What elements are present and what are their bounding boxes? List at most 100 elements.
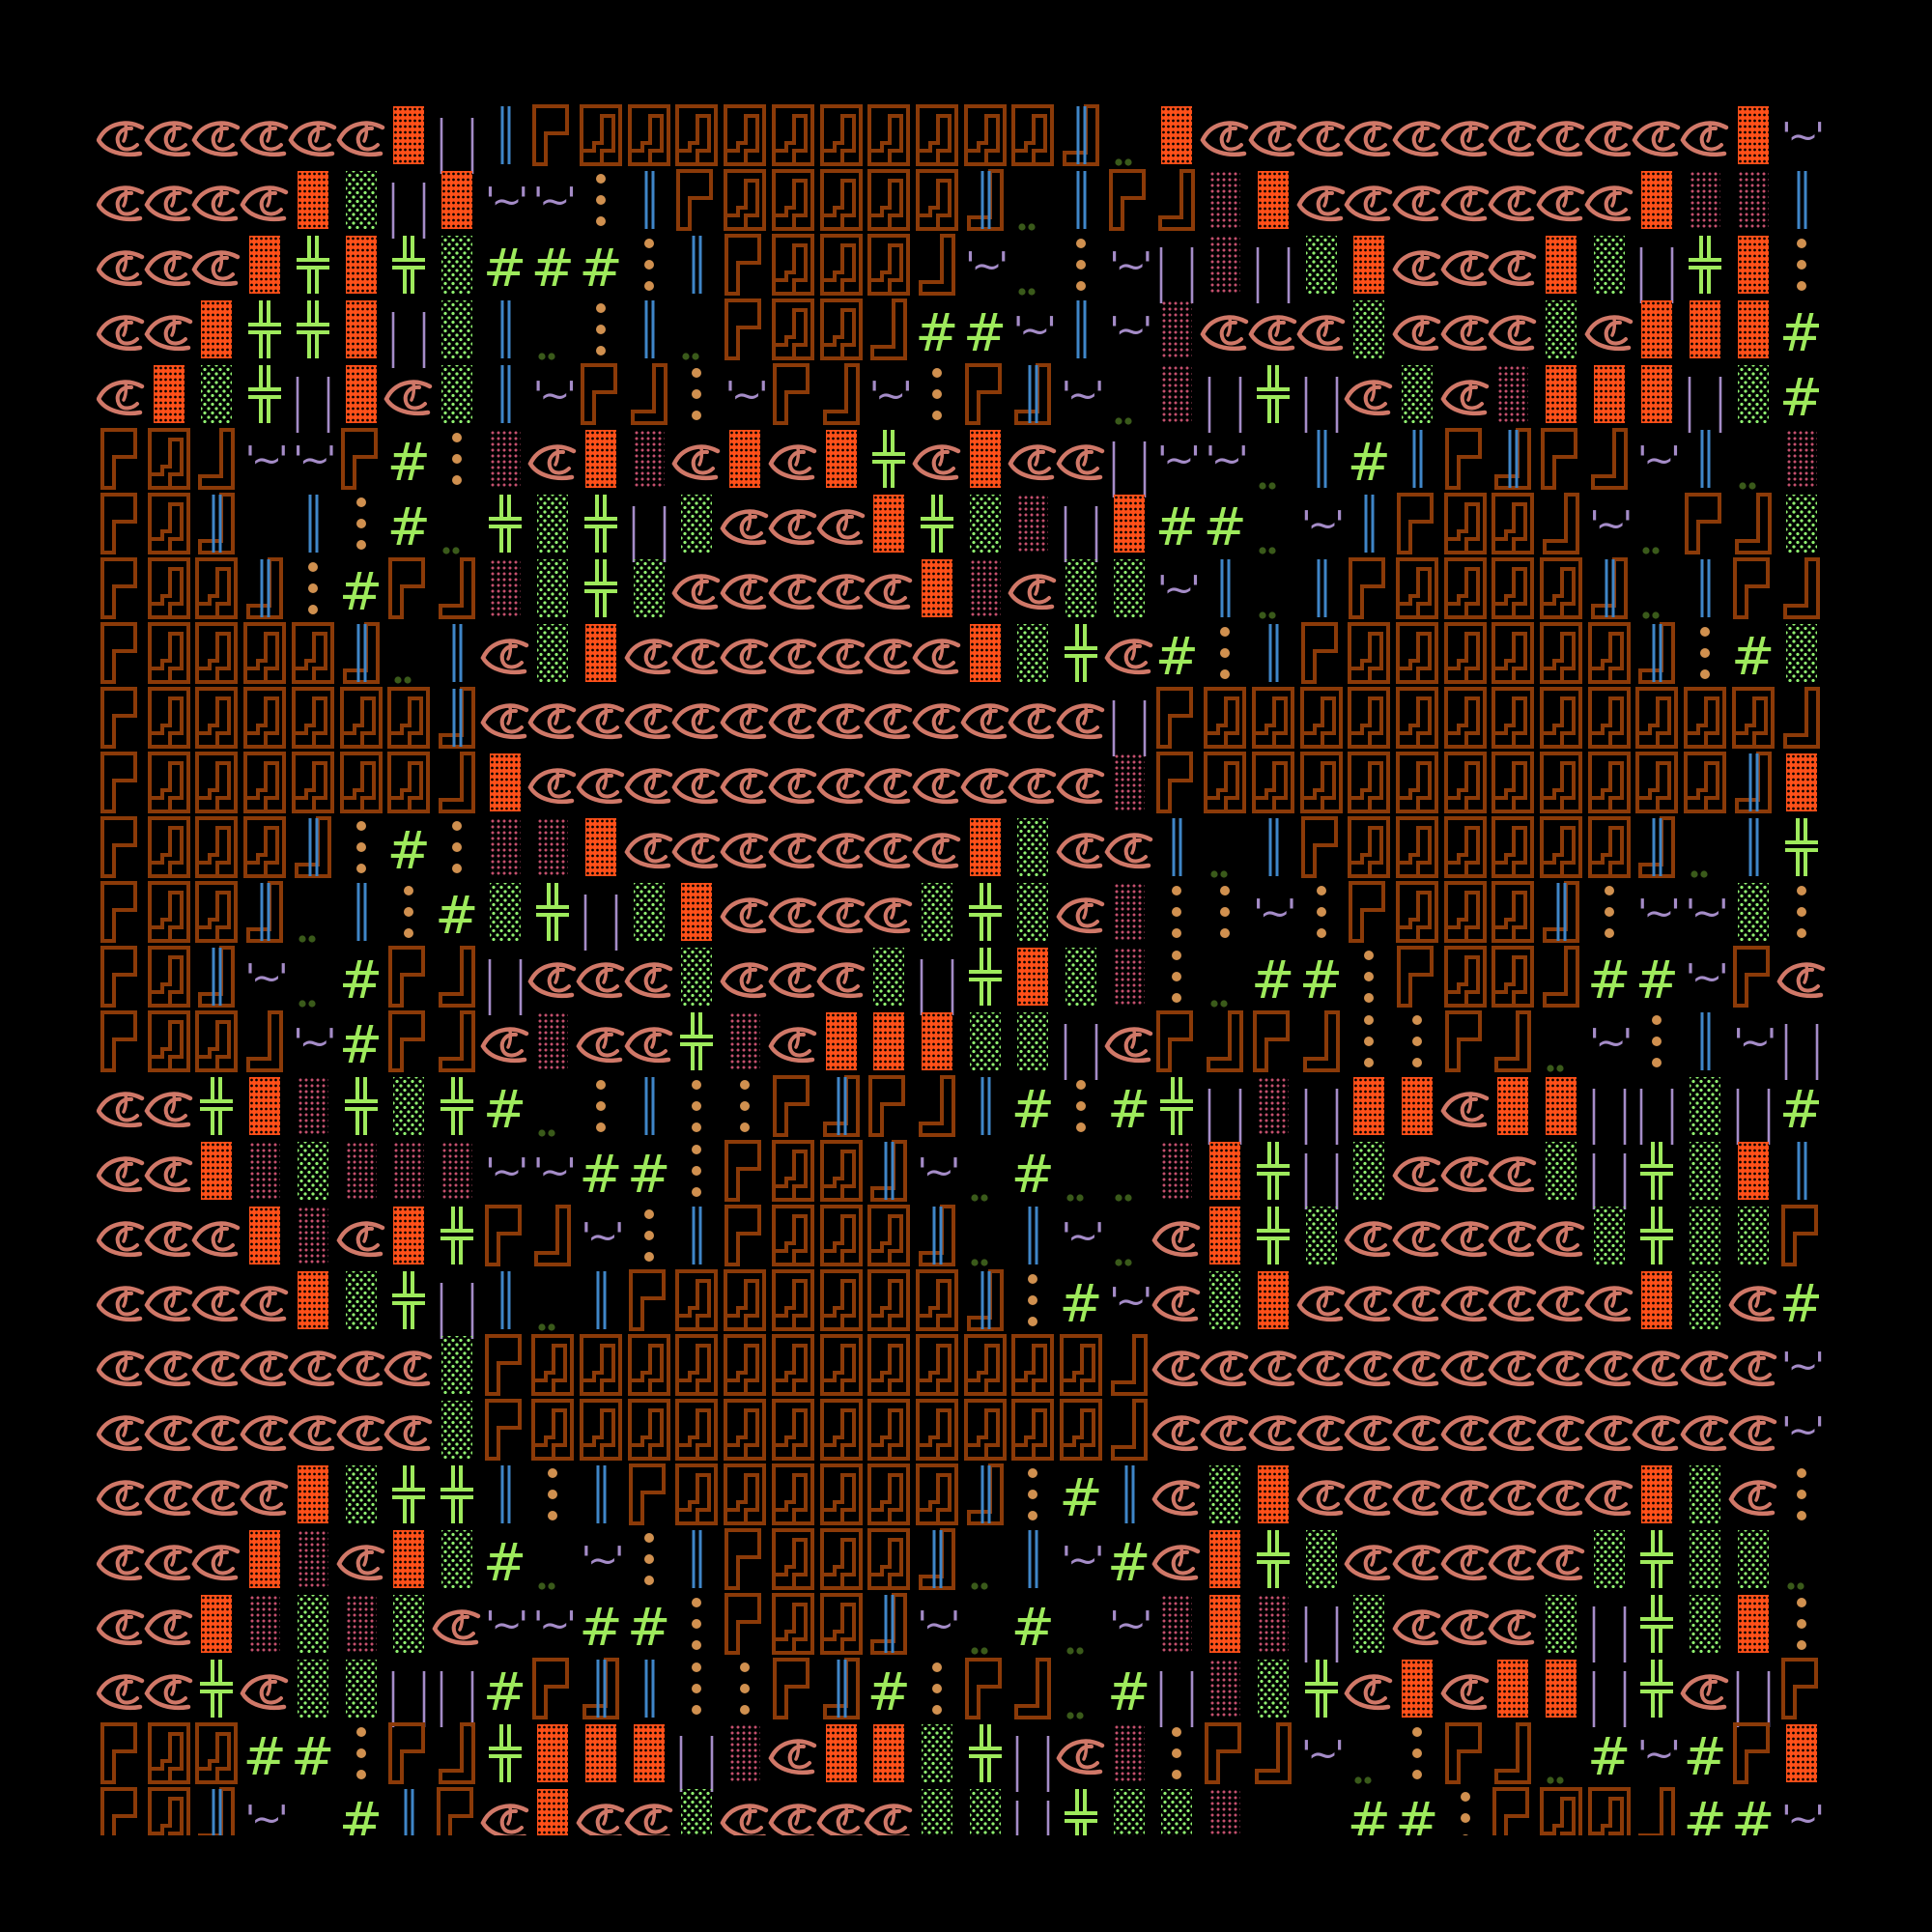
tilde-glyph: '~': [244, 956, 289, 999]
eye-glyph: [1151, 1399, 1201, 1463]
brick-block: [961, 428, 1009, 493]
tilde-glyph: '~': [485, 1151, 528, 1193]
maze-box-frame: [528, 1399, 577, 1463]
eye-glyph: [1151, 1205, 1201, 1269]
blue-double-line: [577, 1463, 625, 1528]
maze-box-frame: [769, 1140, 817, 1205]
brick-block: [577, 816, 625, 881]
eye-glyph: [624, 946, 673, 1010]
brick-block: [1537, 363, 1585, 428]
blue-double-line: [961, 1075, 1009, 1140]
corner-bottom-right-frame: [1633, 1787, 1681, 1835]
corner-top-left-frame: [1393, 946, 1441, 1010]
blue-double-line: [289, 493, 337, 557]
blue-double-line: [1057, 169, 1105, 234]
corner-top-left-frame: [1537, 428, 1585, 493]
green-dot-block: [1729, 363, 1777, 428]
eye-glyph: [1295, 298, 1346, 363]
corner-bottom-right-frame: [817, 363, 866, 428]
maze-box-frame: [192, 881, 241, 946]
tilde-glyph: '~': [1253, 892, 1296, 934]
corner-top-left-frame: [528, 1658, 577, 1722]
corner-top-left-frame: [481, 1334, 529, 1399]
double-cross-glyph: [481, 493, 529, 557]
double-cross-glyph: [961, 1722, 1009, 1787]
corner-top-left-frame: [1441, 1010, 1490, 1075]
green-dot-block: [1681, 1205, 1729, 1269]
blue-double-line: [1249, 816, 1297, 881]
corner-top-left-frame: [97, 881, 145, 946]
eye-glyph: [1440, 234, 1490, 298]
eye-glyph: [240, 1399, 289, 1463]
corner-top-left-frame: [625, 1463, 673, 1528]
double-cross-glyph: [384, 234, 433, 298]
eye-glyph: [1584, 1334, 1634, 1399]
purple-double-line: [913, 946, 961, 1015]
tilde-glyph: '~': [1205, 439, 1249, 481]
green-dot-block: [1009, 881, 1057, 946]
eye-glyph: [1440, 1593, 1490, 1658]
hash-glyph: #: [1683, 1726, 1727, 1787]
blue-line-corner-frame: [961, 1463, 1009, 1528]
brick-block: [528, 1787, 577, 1835]
green-dot-block: [1105, 1787, 1153, 1835]
eye-glyph: [144, 1140, 193, 1205]
eye-glyph: [768, 752, 817, 816]
green-dot-block: [1009, 816, 1057, 881]
tilde-glyph: '~': [485, 1604, 528, 1646]
eye-glyph: [1440, 1269, 1490, 1334]
eye-glyph: [144, 1075, 193, 1140]
eye-glyph: [1488, 1593, 1537, 1658]
double-dot-glyph: [528, 1075, 577, 1140]
eye-glyph: [960, 687, 1009, 752]
blue-double-line: [1825, 1787, 1835, 1835]
eye-glyph: [1488, 234, 1537, 298]
maze-box-frame: [865, 1205, 913, 1269]
brick-block: [1633, 169, 1681, 234]
corner-top-left-frame: [769, 1658, 817, 1722]
maze-box-frame: [1441, 493, 1490, 557]
maze-box-frame: [961, 1399, 1009, 1463]
purple-double-line: [1633, 1075, 1681, 1145]
eye-glyph: [671, 687, 721, 752]
eye-glyph: [1440, 298, 1490, 363]
green-dot-block: [384, 1075, 433, 1140]
eye-glyph: [1584, 104, 1634, 169]
eye-glyph: [1200, 298, 1249, 363]
double-cross-glyph: [1633, 1205, 1681, 1269]
eye-glyph: [527, 428, 577, 493]
corner-top-left-frame: [1777, 1658, 1826, 1722]
corner-top-left-frame: [769, 1075, 817, 1140]
double-cross-glyph: [1249, 1528, 1297, 1593]
eye-glyph: [1295, 1334, 1346, 1399]
hash-glyph: #: [482, 1079, 527, 1140]
blue-double-line: [625, 169, 673, 234]
eye-glyph: [815, 1787, 866, 1835]
eye-glyph: [1680, 1334, 1729, 1399]
maze-box-frame: [1537, 752, 1585, 816]
tilde-glyph: '~': [532, 374, 577, 416]
brick-block: [337, 234, 385, 298]
corner-top-left-frame: [97, 428, 145, 493]
blue-line-corner-frame: [817, 1658, 866, 1722]
purple-double-line: [1585, 1140, 1634, 1209]
eye-glyph: [97, 234, 145, 298]
eye-glyph: [671, 622, 721, 687]
maze-box-frame: [1393, 557, 1441, 622]
corner-bottom-right-frame: [913, 234, 961, 298]
blue-double-line: [1009, 1205, 1057, 1269]
maze-box-frame: [817, 1334, 866, 1399]
purple-double-line: [1585, 1075, 1634, 1145]
hash-glyph: #: [291, 1726, 335, 1787]
eye-glyph: [1200, 104, 1249, 169]
purple-double-line: [1297, 1140, 1346, 1209]
double-cross-glyph: [433, 1075, 481, 1140]
brick-block: [913, 557, 961, 622]
eye-glyph: [1392, 169, 1441, 234]
eye-glyph: [1440, 169, 1490, 234]
blue-line-corner-frame: [241, 557, 289, 622]
double-cross-glyph: [1633, 1658, 1681, 1722]
tilde-glyph: '~': [1733, 1021, 1776, 1064]
hash-glyph: #: [1731, 1791, 1776, 1835]
eye-glyph: [191, 1334, 241, 1399]
